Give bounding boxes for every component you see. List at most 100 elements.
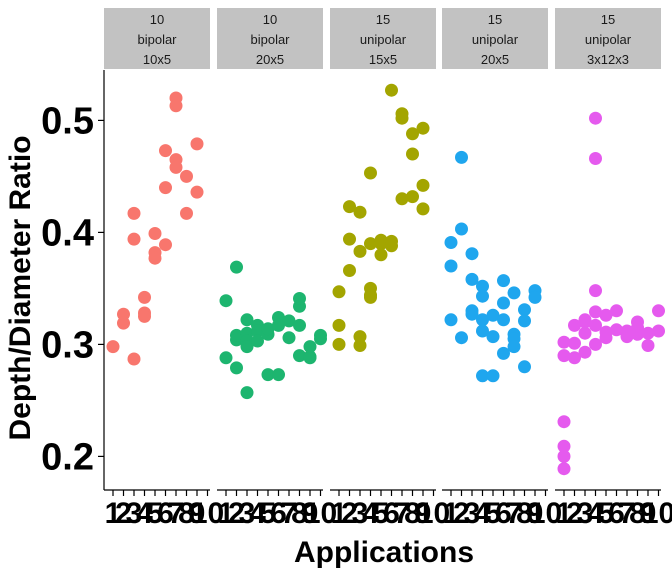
x-tick-label: 9 bbox=[415, 497, 432, 530]
data-point bbox=[631, 327, 644, 341]
data-point bbox=[251, 324, 264, 338]
facet-strip-background bbox=[104, 8, 210, 69]
x-tick-label: 9 bbox=[302, 497, 319, 530]
data-point bbox=[557, 449, 571, 463]
x-tick-label: 4 bbox=[587, 497, 604, 530]
data-point bbox=[240, 386, 254, 400]
data-point bbox=[148, 227, 162, 240]
x-tick-label: 3 bbox=[577, 497, 594, 530]
data-point bbox=[455, 331, 468, 345]
x-tick-label: 8 bbox=[178, 497, 195, 530]
x-tick-label: 7 bbox=[168, 497, 185, 530]
data-point bbox=[219, 351, 233, 365]
x-tick-label: 4 bbox=[249, 497, 266, 530]
facet-strip-label: 10 bbox=[263, 12, 277, 27]
facet-strip-background bbox=[555, 8, 661, 69]
x-tick-label: 10 bbox=[191, 497, 224, 530]
data-point bbox=[374, 248, 388, 262]
data-point bbox=[578, 326, 592, 340]
x-tick-label: 3 bbox=[239, 497, 256, 530]
data-point bbox=[641, 339, 655, 352]
data-point bbox=[353, 339, 367, 352]
data-point bbox=[138, 290, 151, 304]
data-point bbox=[180, 169, 193, 183]
data-point bbox=[332, 285, 346, 299]
data-point bbox=[589, 318, 602, 332]
x-tick-label: 8 bbox=[629, 497, 646, 530]
x-tick-label: 7 bbox=[619, 497, 636, 530]
data-point bbox=[528, 290, 542, 304]
data-point bbox=[353, 330, 367, 344]
data-point bbox=[282, 314, 296, 328]
data-point bbox=[518, 360, 531, 374]
data-point bbox=[332, 337, 346, 351]
data-point bbox=[406, 147, 419, 161]
data-point bbox=[465, 247, 479, 261]
facet-strip-label: unipolar bbox=[472, 32, 519, 47]
y-tick-label: 0.4 bbox=[41, 212, 94, 254]
data-point bbox=[364, 237, 377, 251]
facet-strip-label: 15 bbox=[376, 12, 390, 27]
data-point bbox=[343, 232, 356, 246]
data-point bbox=[578, 345, 592, 359]
data-point bbox=[127, 352, 141, 366]
facet-strip-label: 20x5 bbox=[481, 52, 509, 67]
y-tick-label: 0.3 bbox=[41, 324, 94, 366]
x-tick-label: 6 bbox=[495, 497, 512, 530]
facet-strip-label: 15 bbox=[488, 12, 502, 27]
data-point bbox=[364, 290, 377, 304]
facet-strip-label: 10x5 bbox=[143, 52, 171, 67]
x-tick-label: 4 bbox=[362, 497, 379, 530]
facet-strip-background bbox=[442, 8, 548, 69]
data-point bbox=[465, 272, 479, 286]
data-point bbox=[589, 337, 602, 351]
data-point bbox=[557, 349, 571, 363]
x-axis: 1234567891012345678910123456789101234567… bbox=[104, 489, 672, 530]
data-point bbox=[240, 313, 254, 327]
data-point bbox=[589, 284, 602, 298]
facet-strip-label: unipolar bbox=[585, 32, 632, 47]
data-point bbox=[190, 185, 204, 199]
facet-strip: 10 bipolar 20x5 bbox=[217, 8, 323, 69]
data-point bbox=[343, 264, 356, 277]
x-tick-label: 1 bbox=[443, 497, 460, 530]
data-point bbox=[230, 361, 243, 375]
data-point bbox=[599, 308, 613, 322]
data-point bbox=[610, 323, 623, 337]
x-tick-label: 2 bbox=[341, 497, 358, 530]
data-point bbox=[455, 222, 468, 236]
data-point bbox=[251, 334, 264, 348]
data-point bbox=[282, 331, 296, 345]
data-point bbox=[455, 150, 468, 164]
data-point bbox=[272, 318, 285, 332]
x-tick-label: 8 bbox=[404, 497, 421, 530]
y-axis: 0.2 0.3 0.4 0.5 bbox=[41, 70, 105, 490]
data-point bbox=[293, 318, 306, 332]
data-point bbox=[169, 99, 183, 113]
y-tick-label: 0.2 bbox=[41, 436, 94, 478]
data-point bbox=[476, 324, 489, 338]
facet-strip-label: unipolar bbox=[360, 32, 407, 47]
data-point bbox=[406, 127, 419, 141]
data-point bbox=[230, 328, 243, 342]
data-point bbox=[465, 307, 479, 321]
x-tick-label: 2 bbox=[566, 497, 583, 530]
data-point bbox=[476, 279, 489, 293]
data-point bbox=[395, 107, 409, 121]
data-point bbox=[444, 236, 458, 249]
data-point bbox=[620, 330, 634, 344]
data-point bbox=[148, 251, 162, 265]
strips: 10 bipolar 10x5 10 bipolar 20x5 15 unipolar 15x5… bbox=[104, 8, 661, 69]
x-tick-label: 1 bbox=[331, 497, 348, 530]
data-point bbox=[385, 239, 398, 253]
x-tick-label: 1 bbox=[105, 497, 122, 530]
data-point bbox=[557, 462, 571, 476]
data-point bbox=[486, 369, 500, 383]
facet-strip-background bbox=[330, 8, 436, 69]
data-point bbox=[364, 166, 377, 180]
facet-strip-label: 15x5 bbox=[369, 52, 397, 67]
data-point bbox=[106, 340, 120, 354]
x-tick-label: 2 bbox=[228, 497, 245, 530]
facet-strip-label: 15 bbox=[601, 12, 615, 27]
